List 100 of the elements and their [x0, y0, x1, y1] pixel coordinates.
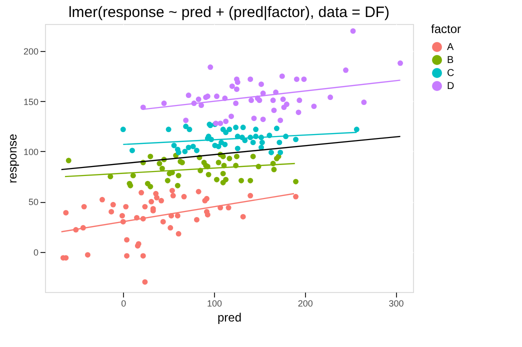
- point: [196, 188, 202, 194]
- y-tick-label: 50: [28, 197, 38, 208]
- point: [222, 142, 228, 148]
- point: [168, 225, 174, 230]
- point: [250, 140, 256, 146]
- point: [158, 198, 164, 204]
- x-tick-label: 0: [121, 298, 126, 308]
- point: [398, 60, 404, 66]
- point: [220, 170, 226, 176]
- point: [233, 100, 239, 106]
- point: [226, 204, 232, 210]
- point: [271, 166, 277, 172]
- point: [196, 96, 202, 102]
- point: [198, 102, 204, 108]
- point: [142, 279, 148, 285]
- point: [119, 212, 125, 218]
- point: [190, 144, 196, 150]
- point: [124, 237, 130, 243]
- point: [161, 100, 167, 106]
- point: [148, 154, 154, 160]
- point: [220, 180, 226, 186]
- point: [240, 124, 246, 130]
- point: [328, 94, 334, 100]
- point: [156, 160, 162, 166]
- point: [176, 231, 182, 237]
- point: [81, 204, 87, 210]
- point: [256, 98, 262, 104]
- point: [206, 172, 212, 178]
- point: [216, 144, 222, 150]
- point: [301, 76, 307, 82]
- point: [258, 81, 264, 87]
- point: [248, 192, 254, 198]
- point: [268, 150, 274, 156]
- point: [183, 124, 189, 130]
- point: [169, 188, 175, 194]
- point: [258, 144, 264, 150]
- point: [240, 214, 246, 220]
- point: [214, 94, 220, 100]
- point: [170, 192, 176, 198]
- point: [216, 160, 222, 166]
- point: [343, 67, 348, 73]
- point: [174, 212, 180, 218]
- point: [182, 148, 188, 154]
- point: [253, 126, 259, 132]
- point: [154, 194, 160, 200]
- legend-title: factor: [431, 22, 462, 36]
- point: [354, 126, 360, 132]
- point: [251, 116, 257, 122]
- point: [108, 208, 114, 214]
- point: [138, 190, 144, 196]
- point: [250, 154, 256, 160]
- point: [183, 118, 189, 124]
- point: [140, 253, 146, 259]
- point: [234, 154, 240, 160]
- point: [248, 178, 254, 184]
- point: [129, 148, 135, 154]
- point: [166, 126, 172, 132]
- point: [229, 84, 235, 89]
- point: [234, 86, 240, 92]
- point: [296, 110, 302, 116]
- legend-label: C: [447, 68, 454, 79]
- x-tick-label: 300: [388, 298, 404, 308]
- point: [63, 210, 69, 216]
- y-tick-label: 100: [23, 146, 38, 157]
- legend-label: A: [447, 42, 454, 53]
- legend-label: D: [447, 81, 454, 92]
- point: [274, 126, 280, 132]
- point: [194, 216, 200, 222]
- point: [293, 178, 299, 184]
- point: [228, 114, 234, 120]
- x-tick-label: 100: [206, 298, 222, 308]
- point: [233, 124, 239, 130]
- point: [208, 64, 214, 70]
- point: [226, 156, 232, 162]
- point: [294, 76, 300, 82]
- point: [293, 136, 299, 142]
- point: [280, 96, 286, 102]
- point: [270, 98, 276, 104]
- point: [84, 252, 90, 258]
- x-axis-title: pred: [217, 310, 242, 324]
- y-axis-title: response: [5, 133, 20, 184]
- point: [174, 182, 180, 188]
- y-tick-label: 150: [23, 96, 38, 107]
- point: [259, 140, 265, 146]
- point: [123, 204, 129, 210]
- point: [110, 202, 116, 208]
- point: [130, 172, 136, 178]
- point: [350, 28, 356, 34]
- point: [238, 178, 244, 184]
- point: [248, 98, 254, 104]
- point: [148, 198, 154, 204]
- chart-title: lmer(response ~ pred + (pred|factor), data = DF): [68, 4, 390, 21]
- point: [214, 176, 220, 182]
- point: [100, 196, 105, 202]
- point: [66, 158, 72, 164]
- point: [260, 116, 266, 122]
- point: [142, 204, 148, 210]
- point: [186, 126, 192, 132]
- x-tick-label: 200: [298, 298, 313, 308]
- point: [278, 150, 284, 156]
